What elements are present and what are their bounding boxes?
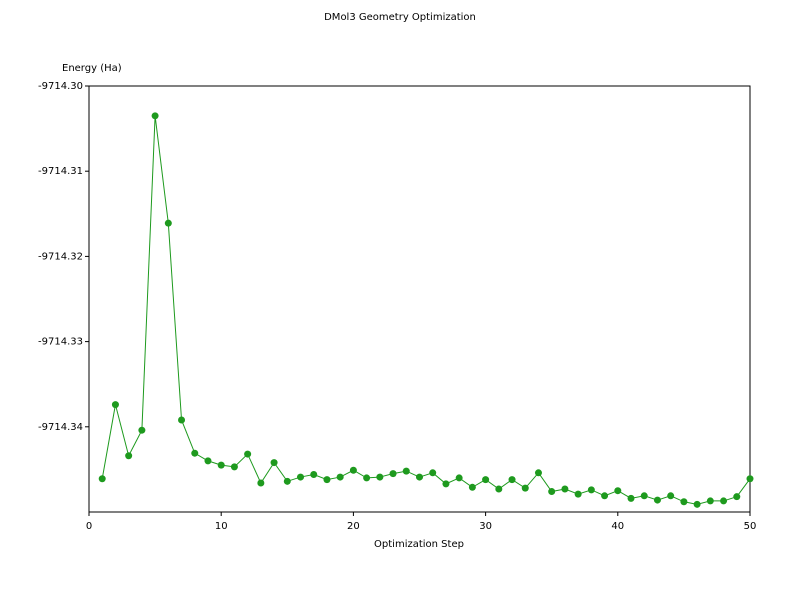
data-point [204,457,212,465]
data-point [561,485,569,493]
chart-title: DMol3 Geometry Optimization [324,12,476,23]
data-point [217,461,225,469]
x-axis-label: Optimization Step [374,539,464,550]
data-point [601,492,609,500]
data-point [125,452,133,460]
data-point [111,401,119,409]
data-point [442,480,450,488]
data-point [720,497,728,505]
data-point [587,486,595,494]
data-point [349,466,357,474]
data-point [640,492,648,500]
data-point [297,473,305,481]
data-point [178,416,186,424]
data-point [270,459,278,467]
data-point [614,487,622,495]
x-tick-label: 20 [347,521,360,532]
data-point [534,469,542,477]
data-point [508,476,516,484]
y-tick-label: -9714.34 [38,422,83,433]
data-point [310,471,318,479]
data-point [733,493,741,501]
data-point [376,473,384,481]
data-point [336,473,344,481]
data-point [244,450,252,458]
data-point [746,475,754,483]
data-point [363,474,371,482]
data-point [482,476,490,484]
y-tick-label: -9714.30 [38,81,83,92]
x-tick-label: 50 [744,521,757,532]
data-point [230,463,238,471]
data-point [627,494,635,502]
data-point [653,496,661,504]
data-point [164,219,172,227]
data-point [402,467,410,475]
x-tick-label: 0 [86,521,92,532]
x-tick-label: 40 [611,521,624,532]
y-tick-label: -9714.31 [38,166,83,177]
data-point [138,426,146,434]
data-point [416,473,423,481]
data-point [667,492,675,500]
y-tick-label: -9714.32 [38,251,83,262]
data-point [455,474,463,482]
data-point [706,497,714,505]
data-point [574,490,582,498]
y-axis-label: Energy (Ha) [62,63,122,74]
data-point [389,470,397,478]
y-tick-label: -9714.33 [38,337,83,348]
x-tick-label: 30 [479,521,492,532]
data-point [283,477,291,485]
plot-frame [88,85,751,513]
data-point [548,488,556,496]
data-point [521,484,529,492]
series-line [101,115,751,505]
data-point [429,469,437,477]
data-point [151,112,159,120]
x-tick-label: 10 [215,521,228,532]
data-point [680,498,688,506]
data-point [257,479,265,487]
data-point [468,483,476,491]
data-point [495,485,503,493]
data-point [323,476,331,484]
data-point [693,500,701,508]
data-point [191,449,199,457]
data-point [98,475,106,483]
